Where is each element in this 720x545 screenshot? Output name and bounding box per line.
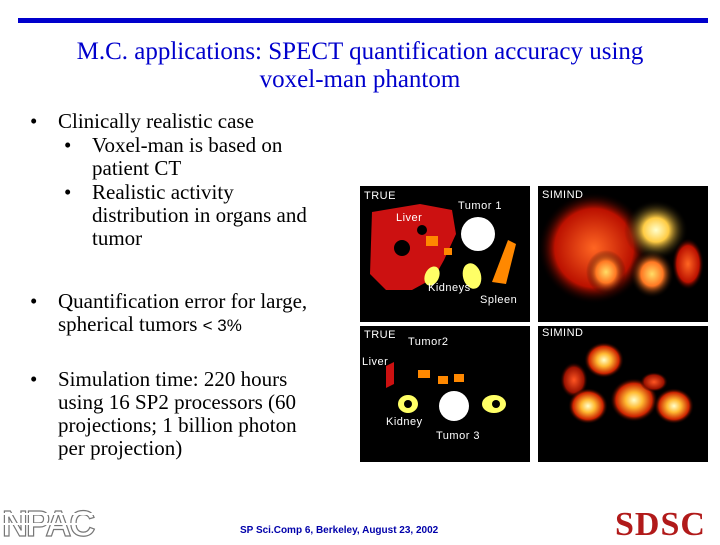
top-spleen-label: Spleen <box>480 294 518 306</box>
top-liver-label: Liver <box>396 212 423 224</box>
title-line-1: M.C. applications: SPECT quantification … <box>76 38 644 65</box>
title-rule <box>18 18 708 23</box>
top-true-phantom-image: TRUE Tumor 1 Liver Kidneys Spleen <box>360 186 530 322</box>
sdsc-logo: SDSC <box>615 506 706 543</box>
bullet-dot: • <box>30 289 38 313</box>
bottom-tumor3-label: Tumor 3 <box>436 430 481 442</box>
top-kidneys-label: Kidneys <box>428 282 471 294</box>
top-simind-image: SIMIND <box>538 186 708 322</box>
svg-text:NPAC: NPAC <box>2 503 95 540</box>
bullet-dot: • <box>64 180 72 204</box>
npac-logo-graphic: NPAC <box>1 502 100 545</box>
bullet-2-line-1: Quantification error for large, <box>58 289 308 313</box>
sub-bullet-2-line-2: distribution in organs and <box>92 203 307 227</box>
bullet-dot: • <box>30 109 38 133</box>
sub-bullet-1-line-1: Voxel-man is based on <box>92 133 283 157</box>
bullet-3-line-3: projections; 1 billion photon <box>58 413 297 437</box>
bullet-2-line-2: spherical tumors <box>58 312 198 336</box>
top-simind-graphic <box>538 192 704 304</box>
npac-logo: NPAC <box>1 502 102 545</box>
bullet-3-line-2: using 16 SP2 processors (60 <box>58 390 297 414</box>
footer-text: SP Sci.Comp 6, Berkeley, August 23, 2002 <box>240 525 439 536</box>
bullet-1: • Clinically realistic case • Voxel-man i… <box>30 110 307 250</box>
bullet-1-text: Clinically realistic case <box>58 109 254 133</box>
bottom-kidney-label: Kidney <box>386 416 423 428</box>
top-tumor-label: Tumor 1 <box>458 200 503 212</box>
bottom-tumor2-label: Tumor2 <box>408 336 449 348</box>
bottom-simind-graphic <box>560 342 694 424</box>
bottom-true-label: TRUE <box>364 329 396 341</box>
sub-bullet-2: Realistic activity distribution in organs… <box>92 181 307 250</box>
bullet-3-line-1: Simulation time: 220 hours <box>58 367 288 391</box>
sub-bullet-1: Voxel-man is based on patient CT <box>92 134 282 180</box>
bottom-liver-label: Liver <box>362 356 389 368</box>
sub-bullet-1-line-2: patient CT <box>92 156 182 180</box>
slide-title: M.C. applications: SPECT quantification … <box>10 38 710 94</box>
bullet-3-line-4: per projection) <box>58 436 183 460</box>
top-simind-label: SIMIND <box>542 189 584 201</box>
sub-bullet-2-line-1: Realistic activity <box>92 180 234 204</box>
bullet-dot: • <box>64 133 72 157</box>
sub-bullet-2-line-3: tumor <box>92 226 143 250</box>
bullet-2: • Quantification error for large, spheric… <box>30 290 360 337</box>
top-true-phantom-graphic <box>370 204 516 290</box>
error-percent: < 3% <box>202 316 242 335</box>
bottom-true-phantom-image: TRUE Tumor2 Liver Kidney Tumor 3 <box>360 326 530 462</box>
top-true-label: TRUE <box>364 190 396 202</box>
bottom-simind-image: SIMIND <box>538 326 708 462</box>
bullet-3: • Simulation time: 220 hours using 16 SP2… <box>30 368 360 460</box>
bottom-true-phantom-graphic <box>386 362 506 421</box>
bullet-dot: • <box>30 367 38 391</box>
bottom-simind-label: SIMIND <box>542 327 584 339</box>
title-line-2: voxel-man phantom <box>259 66 461 93</box>
